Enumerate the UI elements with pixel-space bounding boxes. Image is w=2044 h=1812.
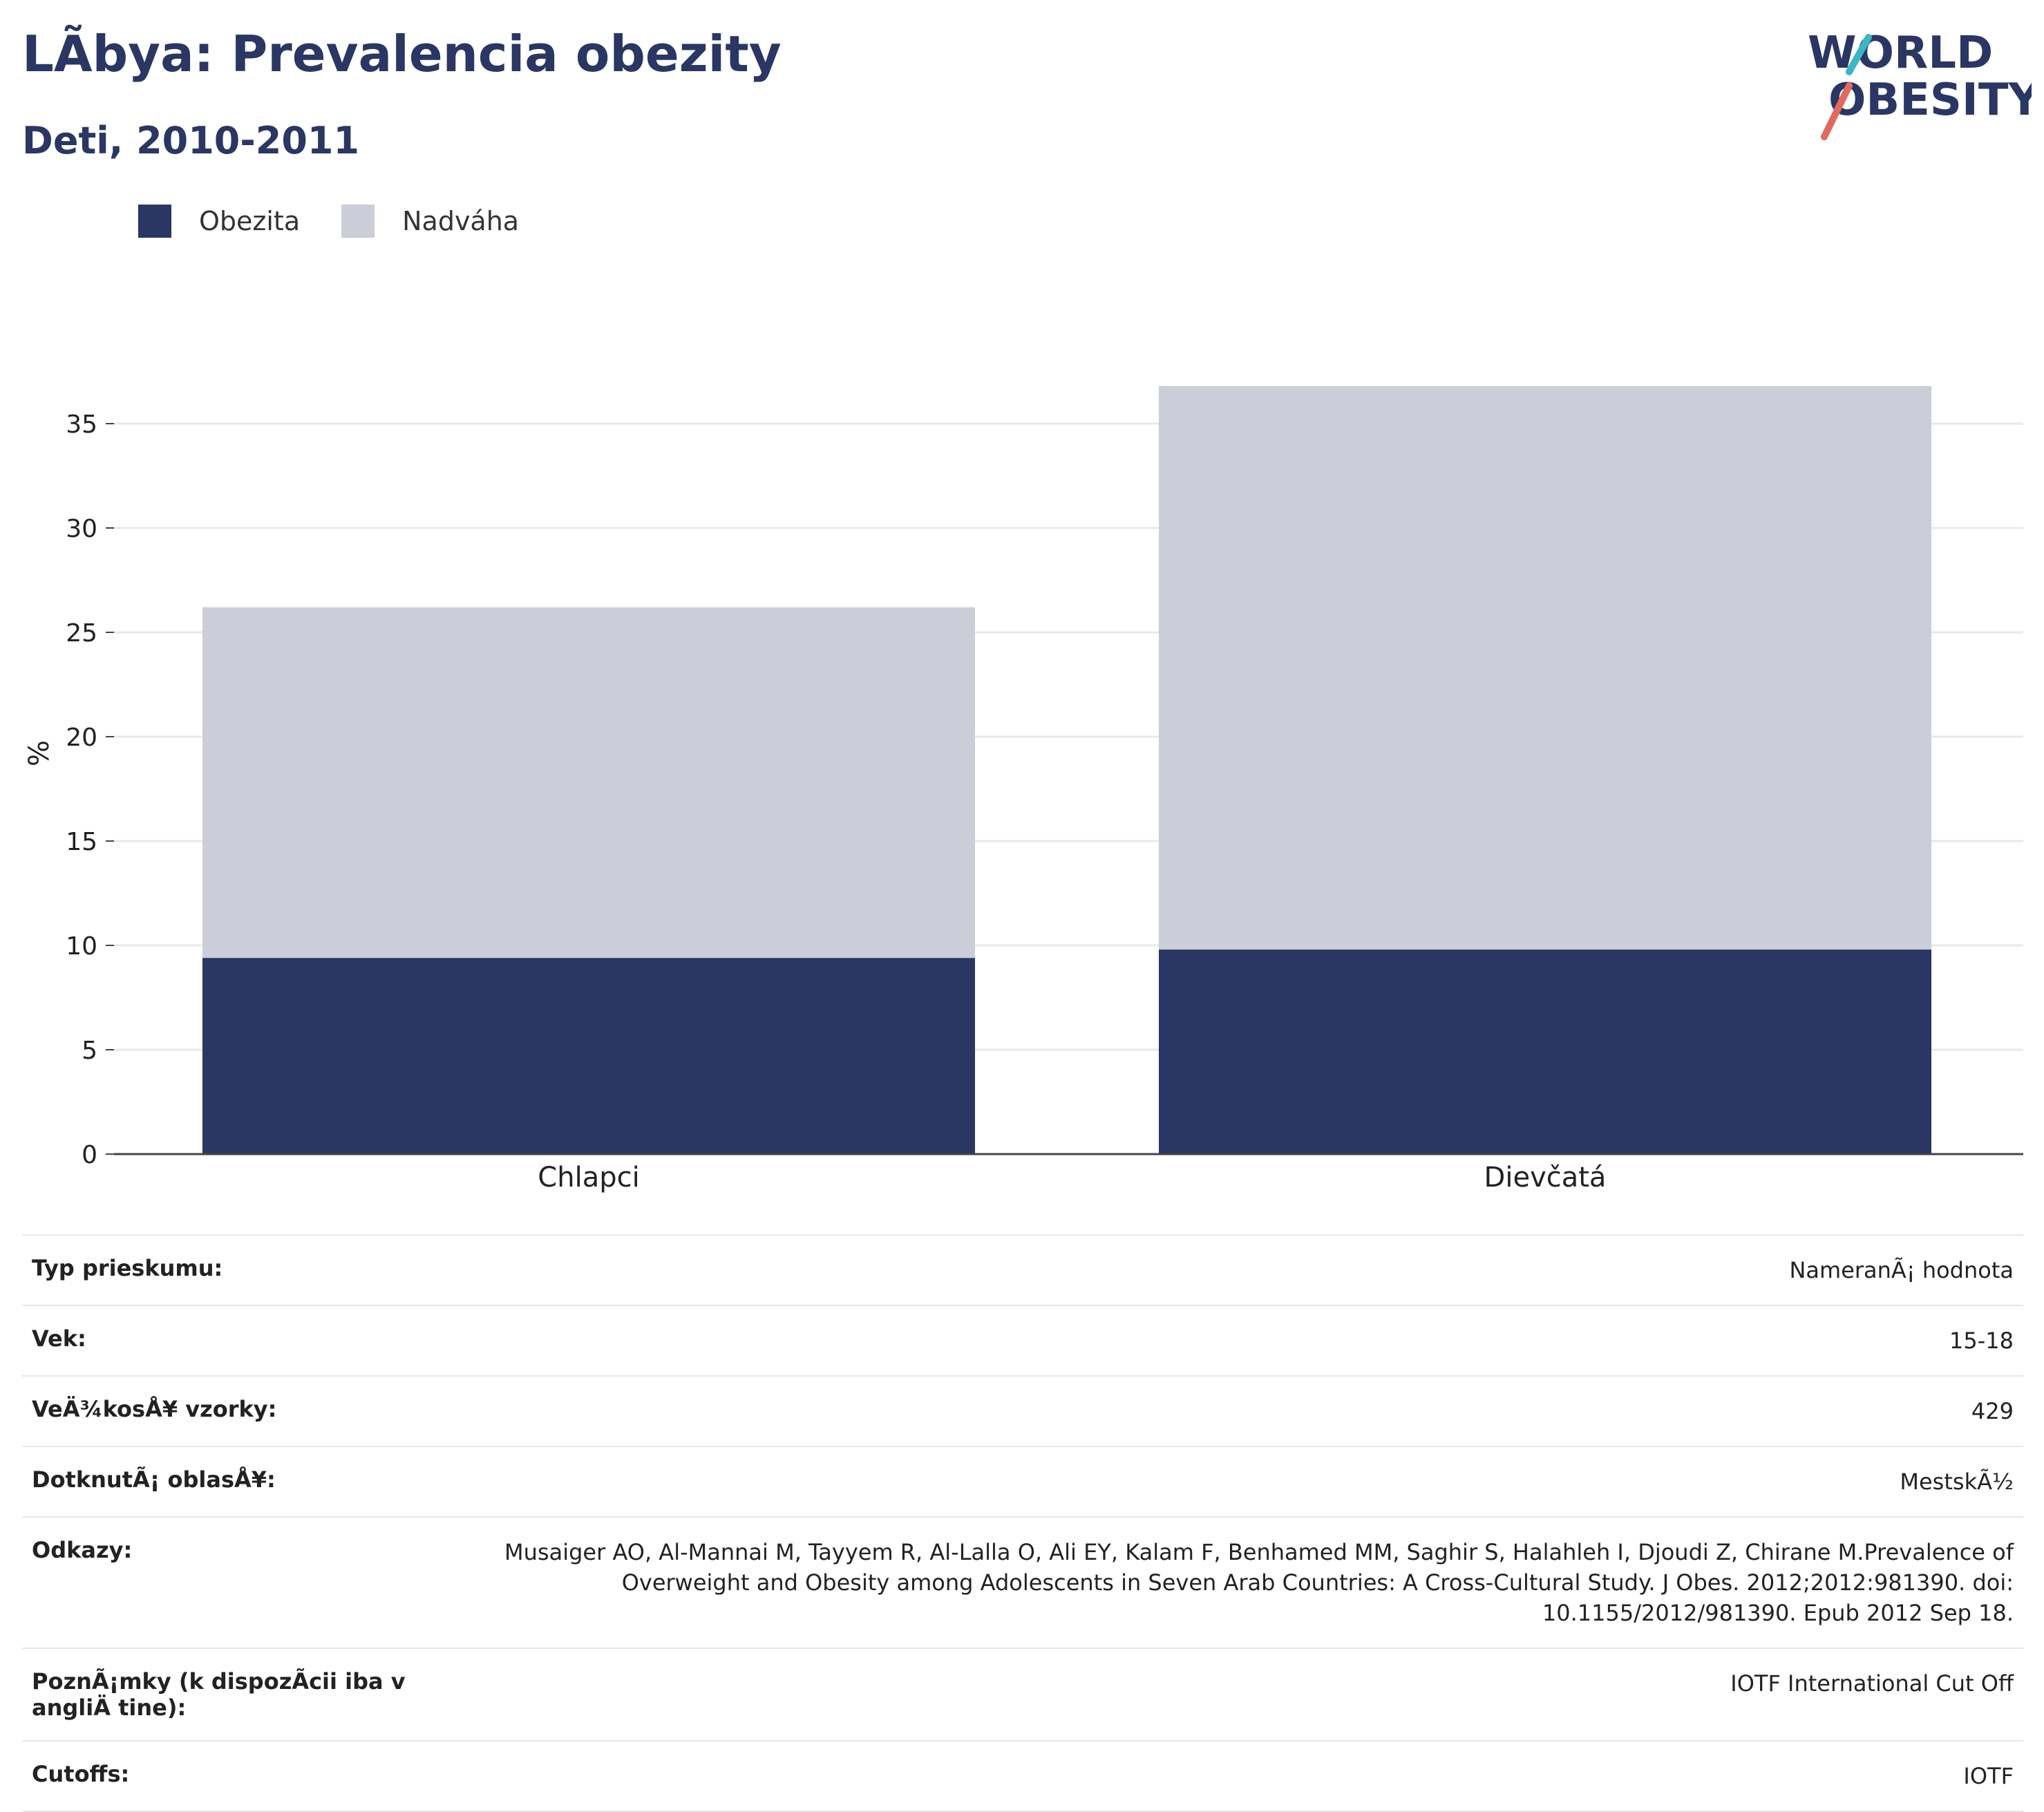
details-value: Musaiger AO, Al-Mannai M, Tayyem R, Al-L… [504,1539,2014,1626]
y-tick-label: 10 [66,932,97,961]
logo-slash-coral [1821,82,1853,140]
chart-legend: Obezita Nadváha [138,205,560,238]
y-tick-label: 20 [66,724,97,752]
page-title: LÃbya: Prevalencia obezity [22,25,782,83]
legend-swatch-obesity [138,205,171,238]
bar-obesity-girls [1159,950,1931,1154]
y-tick-label: 30 [66,515,97,543]
details-row: Typ prieskumu: NameranÃ¡ hodnota [22,1234,2023,1305]
details-value: 429 [1971,1398,2014,1424]
survey-details-table: Typ prieskumu: NameranÃ¡ hodnota Vek: 15-18… [22,1234,2023,1812]
details-row: Cutoffs: IOTF [22,1740,2023,1812]
logo-line-2: OBESITY [1828,75,2032,126]
y-tick-label: 35 [66,410,97,439]
legend-swatch-overweight [341,205,375,238]
bar-obesity-boys [202,958,975,1154]
bar-overweight-girls [1159,386,1931,950]
details-label: PoznÃ¡mky (k dispozÃcii iba v angliÄ tin… [32,1668,406,1721]
y-tick-label: 5 [82,1037,97,1065]
y-tick-label: 15 [66,828,97,856]
y-tick-label: 25 [66,619,97,648]
details-label: Odkazy: [32,1537,133,1563]
details-row: VeÄ¾kosÅ¥ vzorky: 429 [22,1375,2023,1446]
legend-label-overweight: Nadváha [402,206,520,236]
details-row: Odkazy: Musaiger AO, Al-Mannai M, Tayyem … [22,1516,2023,1648]
details-label: Vek: [32,1325,86,1352]
details-row: DotknutÃ¡ oblasÅ¥: MestskÃ½ [22,1446,2023,1516]
details-label: Cutoffs: [32,1761,130,1787]
legend-label-obesity: Obezita [199,206,301,236]
details-value: NameranÃ¡ hodnota [1789,1257,2014,1283]
bar-overweight-boys [202,607,975,959]
y-axis-label: % [23,740,55,766]
world-obesity-logo: WORLD OBESITY [1808,28,2032,140]
details-value: 15-18 [1949,1328,2014,1354]
details-row: PoznÃ¡mky (k dispozÃcii iba v angliÄ tin… [22,1648,2023,1740]
x-tick-label: Chlapci [538,1162,639,1193]
page-subtitle: Deti, 2010-2011 [22,119,360,162]
details-value: IOTF [1963,1763,2014,1789]
details-value: MestskÃ½ [1900,1469,2014,1495]
details-value: IOTF International Cut Off [1730,1670,2014,1697]
details-label: VeÄ¾kosÅ¥ vzorky: [32,1396,277,1422]
x-tick-label: Dievčatá [1484,1162,1607,1193]
logo-slash-teal [1846,34,1872,75]
details-row: Vek: 15-18 [22,1305,2023,1375]
bar-chart: 0 5 10 15 20 25 30 35% Chlapci Dievčatá [23,386,2023,1193]
logo-line-1: WORLD [1808,28,1993,79]
details-label: Typ prieskumu: [32,1255,223,1281]
y-tick-label: 0 [82,1141,97,1169]
details-label: DotknutÃ¡ oblasÅ¥: [32,1466,276,1493]
